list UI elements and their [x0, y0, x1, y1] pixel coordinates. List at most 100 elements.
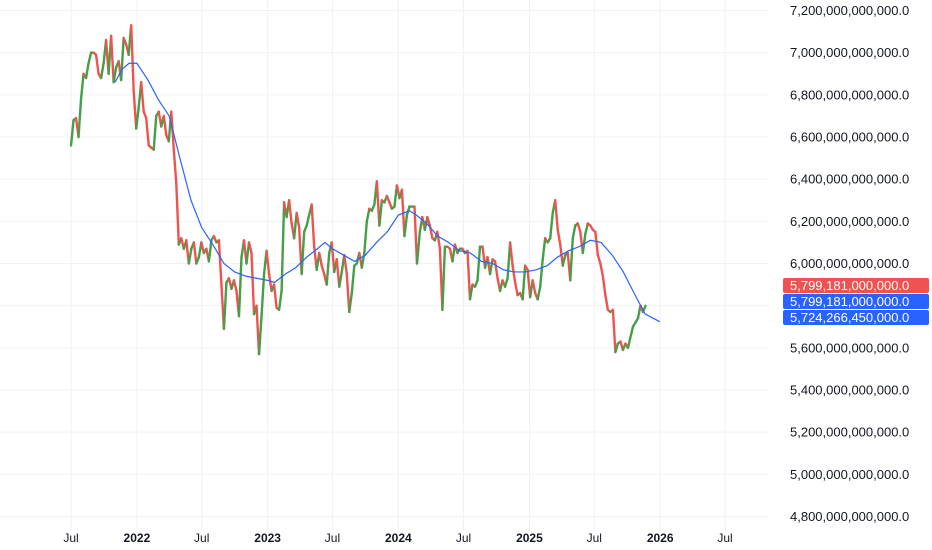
series-0-segment [139, 81, 145, 113]
series-0-segment [511, 264, 517, 284]
series-0-segment [531, 279, 537, 295]
series-0-segment [488, 258, 494, 276]
series-0-segment [112, 66, 118, 84]
x-tick-label: 2023 [254, 531, 281, 545]
y-tick-label: 4,800,000,000,000.0 [790, 509, 909, 524]
series-0-segment [601, 274, 607, 297]
series-0-segment [145, 116, 150, 147]
series-1-line [114, 62, 661, 323]
series-0-segment [493, 260, 499, 280]
series-0-segment [365, 207, 371, 223]
series-0-segment [426, 215, 432, 227]
series-0-segment [441, 245, 447, 312]
series-0-segment [152, 114, 158, 151]
y-tick-label: 5,400,000,000,000.0 [790, 382, 909, 397]
x-tick-label: 2022 [124, 531, 151, 545]
series-0-segment [134, 106, 140, 130]
series-0-segment [363, 220, 369, 255]
x-tick-label: Jul [325, 531, 340, 545]
price-tag-label: 5,799,181,000,000.0 [790, 278, 909, 293]
series-0-segment [536, 285, 542, 301]
price-tag-box [783, 294, 929, 309]
series-0-segment [538, 258, 544, 288]
series-0-segment [599, 262, 605, 278]
series-0-segment [69, 118, 75, 147]
series-0-segment [87, 51, 93, 65]
series-0-segment [222, 281, 228, 331]
series-0-segment [468, 283, 474, 301]
y-axis: 7,200,000,000,000.0 7,000,000,000,000.0 6,… [790, 3, 909, 524]
series-0-segment [513, 281, 519, 297]
series-0-segment [79, 72, 85, 101]
y-tick-label: 6,000,000,000,000.0 [790, 256, 909, 271]
series-0-segment [172, 148, 178, 185]
series-0-segment [503, 277, 509, 288]
series-0-segment [192, 241, 198, 265]
series-0-segment [295, 211, 301, 229]
price-tag-box [783, 278, 929, 293]
series-0-segment [476, 245, 482, 282]
price-tags: 5,799,181,000,000.05,799,181,000,000.05,… [783, 278, 929, 325]
series-0-segment [200, 241, 206, 255]
series-0-segment [584, 222, 590, 236]
x-tick-label: 2026 [647, 531, 674, 545]
y-tick-label: 7,200,000,000,000.0 [790, 3, 909, 18]
x-tick-label: Jul [587, 531, 602, 545]
x-tick-label: Jul [63, 531, 78, 545]
x-axis: Jul 2022 Jul 2023 Jul 2024 Jul 2025 Jul 2026 Jul [63, 531, 732, 545]
series-0-segment [378, 199, 384, 227]
series-0-segment [305, 213, 311, 227]
series-0-segment [569, 236, 574, 282]
series-0-segment [207, 239, 213, 263]
series-0-segment [280, 201, 286, 293]
x-tick-label: 2024 [385, 531, 412, 545]
price-tag-box [783, 310, 929, 325]
series-0-segment [594, 230, 600, 257]
series-0-segment [265, 249, 271, 276]
y-tick-label: 6,400,000,000,000.0 [790, 172, 909, 187]
series-0-segment [436, 230, 442, 250]
series-0-segment [162, 114, 168, 137]
series-0-segment [94, 53, 100, 75]
series-0-segment [629, 325, 635, 339]
y-tick-label: 6,600,000,000,000.0 [790, 130, 909, 145]
series-0-segment [596, 253, 602, 265]
series-0-segment [541, 236, 547, 261]
price-tag-label: 5,799,181,000,000.0 [790, 294, 909, 309]
x-tick-label: Jul [194, 531, 209, 545]
series-0-segment [260, 272, 266, 318]
series-0-segment [549, 211, 554, 240]
series-0-segment [325, 251, 331, 286]
x-tick-label: 2025 [516, 531, 543, 545]
series-0-segment [77, 97, 83, 139]
y-tick-label: 5,600,000,000,000.0 [790, 340, 909, 355]
series-0-segment [521, 264, 527, 301]
series-0-segment [277, 289, 283, 312]
series-0-segment [626, 336, 632, 350]
series-0-segment [187, 247, 193, 265]
series-0-segment [611, 308, 617, 354]
series-0-segment [556, 228, 562, 246]
series-0-segment [318, 251, 323, 267]
y-tick-label: 5,000,000,000,000.0 [790, 467, 909, 482]
series-0-segment [360, 251, 366, 269]
series-0-segment [554, 199, 559, 231]
series-0-segment [247, 241, 253, 255]
price-tag-label: 5,724,266,450,000.0 [790, 310, 909, 325]
series-0-segment [576, 222, 582, 234]
series-0-segment [614, 342, 620, 354]
series-0-segment [109, 34, 115, 84]
series-0-segment [257, 315, 263, 356]
series-0-segment [604, 293, 610, 312]
series-0-segment [237, 255, 243, 318]
series-0-segment [338, 270, 343, 288]
y-tick-label: 6,800,000,000,000.0 [790, 87, 909, 102]
series-0-segment [84, 62, 90, 80]
series-0-segment [310, 203, 316, 248]
series-0-segment [415, 230, 422, 265]
series-0-segment [320, 264, 326, 276]
series-0-segment [348, 291, 353, 314]
series-0-segment [287, 199, 293, 225]
series-0-segment [571, 224, 577, 240]
